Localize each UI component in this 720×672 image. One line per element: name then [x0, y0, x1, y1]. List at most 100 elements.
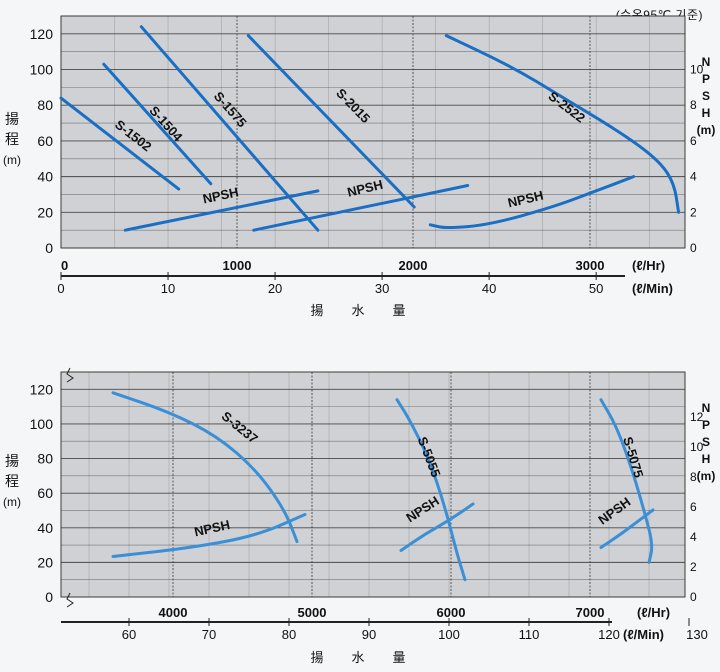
npsh-tick-label: 12	[690, 410, 704, 424]
npsh-curve	[599, 508, 655, 549]
y-tick-label: 60	[37, 485, 53, 501]
npsh-tick-label: 6	[690, 134, 697, 148]
y-axis-label: 揚	[5, 453, 19, 469]
npsh-axis-label: (m)	[697, 469, 716, 483]
npsh-tick-label: 0	[690, 241, 697, 255]
npsh-tick-label: 8	[690, 98, 697, 112]
npsh-axis-label: (m)	[697, 123, 716, 137]
x-tick-label-lmin: 120	[598, 627, 620, 642]
npsh-axis-label: N	[702, 55, 711, 69]
vertical-grid	[60, 16, 650, 248]
x-tick-label-lhr: 7000	[576, 605, 605, 620]
y-tick-label: 20	[37, 554, 53, 570]
npsh-tick-label: 8	[690, 470, 697, 484]
curves	[59, 25, 681, 232]
npsh-tick-label: 2	[690, 560, 697, 574]
x-axis-label: 揚	[310, 303, 323, 318]
x-unit-lmin: (ℓ/Min)	[632, 281, 673, 296]
y-tick-label: 60	[37, 133, 53, 149]
x-tick-label-lhr: 0	[61, 258, 68, 273]
x-axis-label: 量	[392, 650, 405, 665]
npsh-tick-label: 2	[690, 205, 697, 219]
curves	[111, 391, 655, 582]
horizontal-grid	[61, 388, 685, 580]
npsh-axis-label: S	[702, 435, 710, 449]
axis-break-mark	[66, 367, 74, 383]
x-tick-label-lmin: 110	[519, 627, 540, 642]
x-tick-label-lmin: 50	[589, 281, 603, 296]
x-tick-label-lmin: 130	[686, 627, 708, 642]
npsh-axis-label: S	[702, 89, 710, 103]
npsh-tick-label: 6	[690, 500, 697, 514]
x-tick-label-lmin: 90	[362, 627, 376, 642]
plot-area	[60, 15, 686, 249]
npsh-curve	[428, 175, 636, 229]
x-tick-label-lhr: 2000	[399, 258, 428, 273]
plot-area	[60, 371, 686, 598]
x-tick-label-lhr: 1000	[223, 258, 252, 273]
x-unit-lhr: (ℓ/Hr)	[637, 605, 670, 620]
y-tick-label: 0	[45, 589, 53, 605]
x-tick-label-lmin: 10	[161, 281, 175, 296]
x-tick-label-lhr: 6000	[437, 605, 466, 620]
head-curve-s-1502	[59, 96, 181, 191]
x-tick-label-lhr: 5000	[298, 605, 327, 620]
curve-label: NPSH	[201, 184, 239, 206]
npsh-tick-label: 10	[690, 440, 704, 454]
x-tick-label-lmin: 30	[375, 281, 389, 296]
y-tick-label: 80	[37, 97, 53, 113]
npsh-axis-label: N	[702, 401, 711, 415]
npsh-tick-label: 0	[690, 590, 697, 604]
x-axis-label: 水	[351, 303, 364, 318]
x-unit-lhr: (ℓ/Hr)	[632, 258, 665, 273]
head-curve-s-3237	[111, 391, 299, 544]
npsh-tick-label: 4	[690, 530, 697, 544]
axis-break-mark	[66, 592, 74, 608]
y-tick-label: 40	[37, 520, 53, 536]
x-tick-label-lmin: 40	[482, 281, 496, 296]
x-axis-label: 揚	[310, 650, 323, 665]
head-curve-s-5075	[599, 398, 654, 564]
npsh-axis-label: P	[702, 72, 710, 86]
y-axis-label: (m)	[3, 153, 21, 167]
vertical-grid	[88, 372, 650, 597]
npsh-curve	[111, 513, 307, 558]
x-tick-label-lhr: 3000	[576, 258, 605, 273]
npsh-axis-label: H	[702, 452, 711, 466]
x-tick-label-lmin: 60	[122, 627, 136, 642]
y-axis-label: 程	[5, 131, 19, 147]
x-unit-lmin: (ℓ/Min)	[623, 627, 664, 642]
x-tick-label-lmin: 20	[268, 281, 282, 296]
y-tick-label: 100	[30, 62, 54, 78]
x-axis-label: 量	[392, 303, 405, 318]
npsh-axis-label: P	[702, 418, 710, 432]
y-tick-label: 0	[45, 240, 53, 256]
y-axis-label: 程	[5, 473, 19, 489]
npsh-curve	[399, 502, 475, 552]
npsh-curve	[123, 189, 320, 232]
y-tick-label: 80	[37, 451, 53, 467]
x-tick-label-lmin: 100	[438, 627, 460, 642]
x-tick-label-lmin: 80	[282, 627, 296, 642]
y-tick-label: 40	[37, 169, 53, 185]
x-axis-label: 水	[351, 650, 364, 665]
head-curve-s-2015	[246, 34, 416, 209]
y-tick-label: 100	[30, 416, 54, 432]
y-tick-label: 20	[37, 204, 53, 220]
chart-2: 020406080100120揚程(m)NPSH(m)2468101204000…	[3, 371, 716, 665]
x-tick-label-lmin: 70	[202, 627, 216, 642]
x-tick-label-lmin: 0	[57, 281, 64, 296]
npsh-tick-label: 4	[690, 170, 697, 184]
x-tick-label-lhr: 4000	[159, 605, 188, 620]
npsh-tick-label: 10	[690, 63, 704, 77]
y-axis-label: (m)	[3, 495, 21, 509]
horizontal-grid	[61, 33, 685, 231]
y-tick-label: 120	[30, 26, 54, 42]
npsh-curve	[252, 184, 470, 232]
head-curve-s-2522	[444, 34, 681, 214]
y-tick-label: 120	[30, 381, 54, 397]
head-curve-s-5055	[395, 398, 467, 582]
